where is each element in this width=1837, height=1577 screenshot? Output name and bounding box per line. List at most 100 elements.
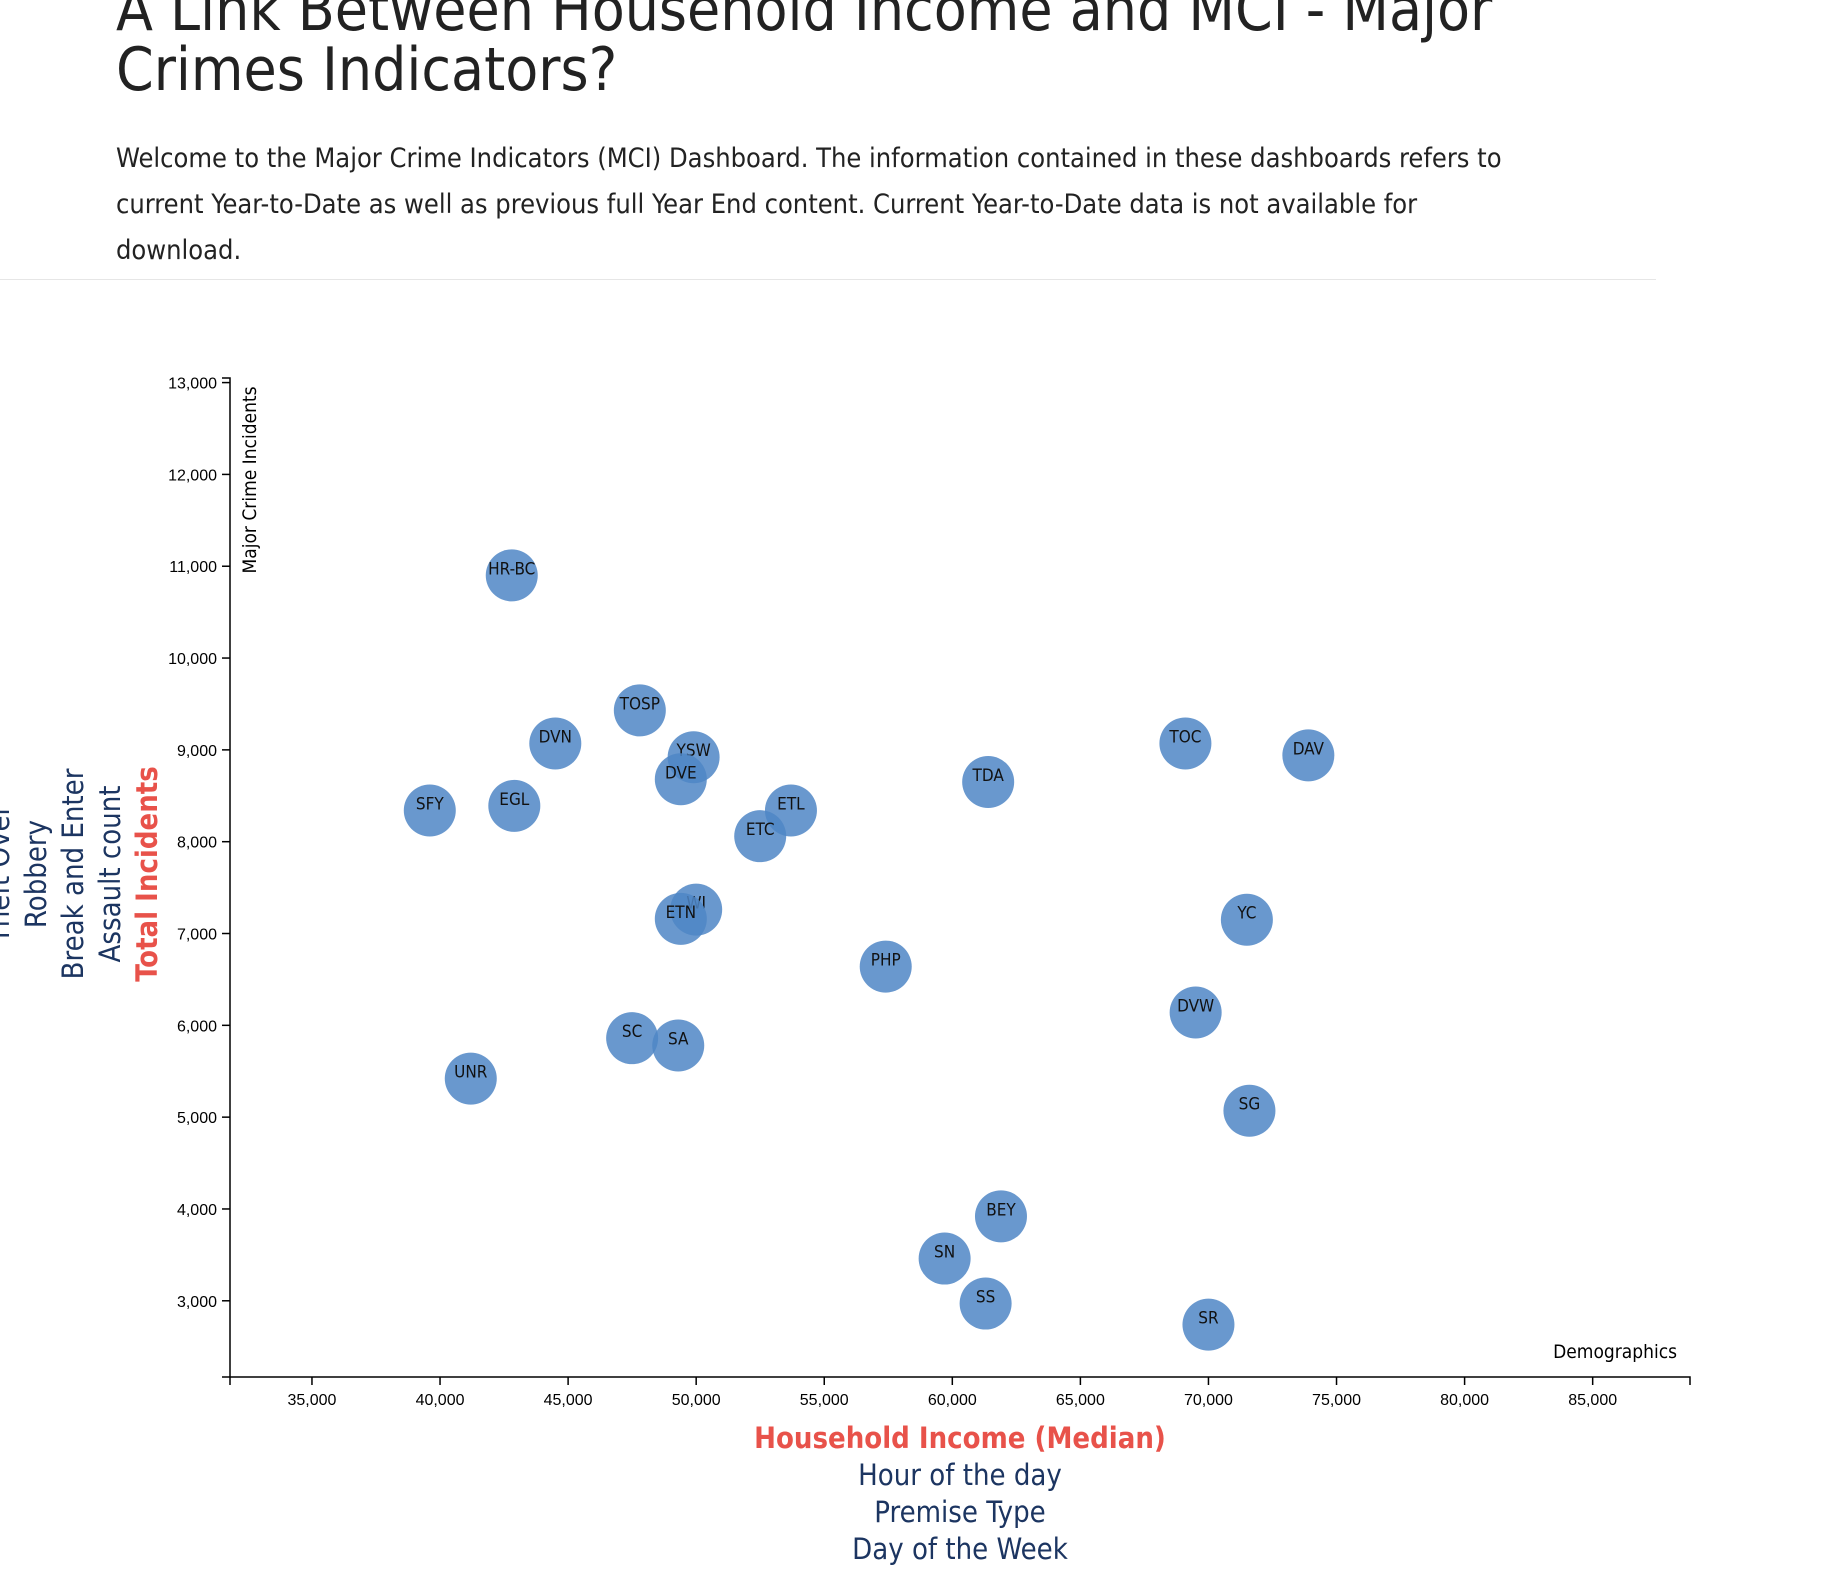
y-axis-option[interactable]: Total Incidents [130, 766, 164, 982]
bubble-marker[interactable] [654, 892, 707, 945]
bubble-point[interactable]: DVW [1169, 986, 1222, 1039]
bubble-point[interactable]: SS [959, 1277, 1012, 1330]
x-axis-option[interactable]: Premise Type [874, 1495, 1045, 1529]
bubble-label: EGL [499, 790, 530, 810]
x-tick-label: 85,000 [1568, 1392, 1617, 1409]
bubble-marker[interactable] [403, 784, 456, 837]
bubble-label: TOC [1168, 727, 1201, 747]
y-tick-label: 9,000 [177, 743, 217, 760]
y-axis-option[interactable]: Robbery [19, 820, 53, 928]
bubble-point[interactable]: TDA [962, 756, 1015, 809]
bubble-marker[interactable] [974, 1190, 1027, 1243]
y-axis-option[interactable]: Break and Enter [56, 768, 90, 979]
bubble-point[interactable]: PHP [859, 940, 912, 993]
x-tick-label: 55,000 [800, 1392, 849, 1409]
intro-paragraph: Welcome to the Major Crime Indicators (M… [116, 143, 1502, 266]
bubble-marker[interactable] [613, 684, 666, 737]
bubble-point[interactable]: DVN [529, 717, 582, 770]
bubble-point[interactable]: UNR [444, 1052, 497, 1105]
bubble-point[interactable]: SG [1223, 1084, 1276, 1137]
bubble-label: HR-BC [488, 559, 535, 579]
section-divider [0, 279, 1656, 280]
bubble-label: TOSP [619, 694, 660, 714]
page-title: A Link Between Household Income and MCI … [116, 0, 1493, 105]
bubble-point[interactable]: BEY [974, 1190, 1027, 1243]
bubble-marker[interactable] [918, 1232, 971, 1285]
bubble-point[interactable]: DAV [1282, 729, 1335, 782]
y-axis-caption: Major Crime Incidents [239, 386, 261, 573]
bubble-point[interactable]: SFY [403, 784, 456, 837]
y-tick-label: 4,000 [177, 1202, 217, 1219]
bubble-point[interactable]: SR [1182, 1298, 1235, 1351]
bubble-marker[interactable] [959, 1277, 1012, 1330]
bubble-label: SFY [416, 794, 445, 814]
bubble-label: SR [1198, 1309, 1219, 1329]
y-tick-label: 13,000 [168, 376, 217, 393]
bubble-marker[interactable] [734, 810, 787, 863]
bubble-label: SS [976, 1288, 995, 1308]
bubble-marker[interactable] [485, 549, 538, 602]
y-tick-label: 12,000 [168, 467, 217, 484]
x-tick-label: 65,000 [1056, 1392, 1105, 1409]
bubble-label: SG [1239, 1095, 1261, 1115]
x-axis: 35,000 40,000 45,000 50,000 55,000 60,000 65,0… [229, 1376, 1691, 1409]
x-axis-options: Household Income (Median)Hour of the day… [754, 1421, 1166, 1566]
bubble-point[interactable]: SA [652, 1019, 705, 1072]
bubble-label: YC [1236, 904, 1256, 924]
y-axis: 3,000 4,000 5,000 6,000 7,000 8,000 9,000 10,00… [168, 376, 231, 1378]
y-axis-option[interactable]: Theft Over [0, 805, 16, 945]
bubble-marker[interactable] [1182, 1298, 1235, 1351]
y-tick-label: 3,000 [177, 1294, 217, 1311]
y-axis-line [222, 377, 231, 1378]
bubble-layer: HR-BCTOSPDVNYSWDVESFYEGLETLETCWIETNPHPSC… [403, 549, 1335, 1351]
bubble-point[interactable]: EGL [488, 779, 541, 832]
x-axis-caption: Demographics [1553, 1341, 1677, 1363]
x-tick-label: 75,000 [1312, 1392, 1361, 1409]
bubble-label: PHP [871, 951, 901, 971]
bubble-point[interactable]: ETC [734, 810, 787, 863]
bubble-marker[interactable] [606, 1012, 659, 1065]
bubble-marker[interactable] [1159, 717, 1212, 770]
bubble-label: ETC [746, 820, 775, 840]
bubble-label: DVW [1177, 996, 1214, 1016]
bubble-point[interactable]: DVE [654, 753, 707, 806]
bubble-marker[interactable] [1282, 729, 1335, 782]
bubble-marker[interactable] [1220, 893, 1273, 946]
y-tick-label: 7,000 [177, 927, 217, 944]
bubble-point[interactable]: TOSP [613, 684, 666, 737]
bubble-point[interactable]: ETN [654, 892, 707, 945]
bubble-label: TDA [972, 766, 1005, 786]
bubble-point[interactable]: SC [606, 1012, 659, 1065]
x-axis-option[interactable]: Hour of the day [858, 1458, 1062, 1492]
bubble-point[interactable]: SN [918, 1232, 971, 1285]
bubble-marker[interactable] [1169, 986, 1222, 1039]
bubble-label: BEY [986, 1200, 1016, 1220]
x-axis-option[interactable]: Household Income (Median) [754, 1421, 1166, 1455]
bubble-marker[interactable] [444, 1052, 497, 1105]
bubble-marker[interactable] [652, 1019, 705, 1072]
bubble-marker[interactable] [1223, 1084, 1276, 1137]
bubble-point[interactable]: HR-BC [485, 549, 538, 602]
bubble-marker[interactable] [529, 717, 582, 770]
y-tick-label: 5,000 [177, 1110, 217, 1127]
y-tick-label: 6,000 [177, 1018, 217, 1035]
bubble-label: DVN [539, 727, 572, 747]
bubble-marker[interactable] [962, 756, 1015, 809]
y-tick-label: 11,000 [169, 559, 217, 576]
bubble-marker[interactable] [488, 779, 541, 832]
bubble-point[interactable]: TOC [1159, 717, 1212, 770]
y-axis-option[interactable]: Assault count [93, 786, 127, 963]
bubble-label: ETN [666, 903, 696, 923]
bubble-label: DAV [1293, 739, 1325, 759]
x-tick-label: 70,000 [1184, 1392, 1233, 1409]
bubble-marker[interactable] [654, 753, 707, 806]
x-tick-label: 60,000 [928, 1392, 977, 1409]
x-tick-label: 80,000 [1440, 1392, 1489, 1409]
bubble-point[interactable]: YC [1220, 893, 1273, 946]
x-tick-label: 40,000 [416, 1392, 465, 1409]
x-axis-line [229, 1376, 1691, 1385]
bubble-marker[interactable] [859, 940, 912, 993]
x-axis-option[interactable]: Day of the Week [852, 1532, 1069, 1566]
